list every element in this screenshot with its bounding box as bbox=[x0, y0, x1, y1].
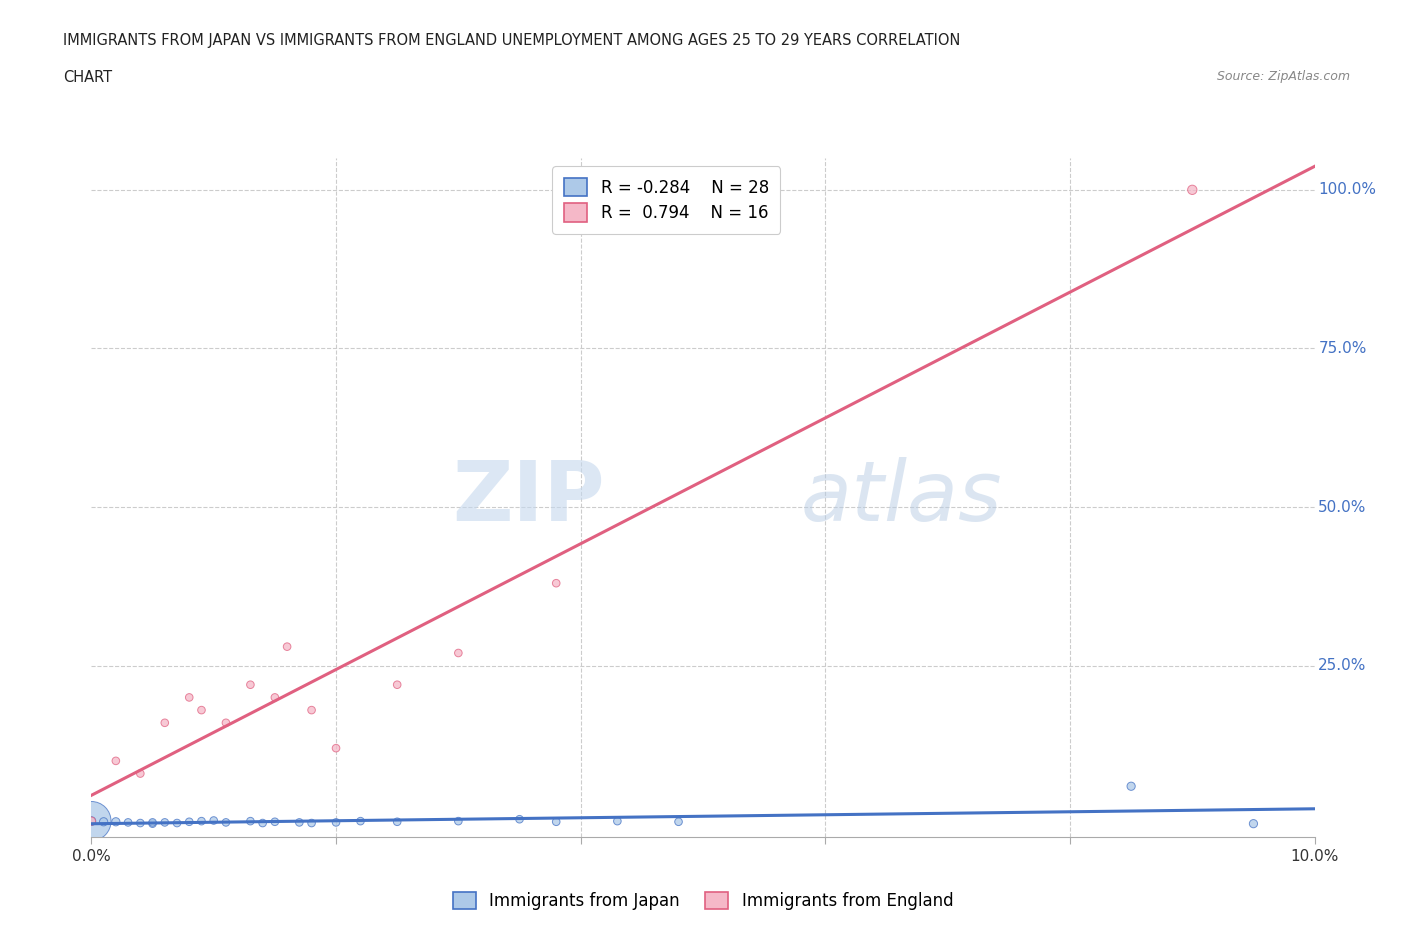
Point bbox=[1243, 817, 1265, 831]
Point bbox=[80, 814, 103, 829]
Legend: R = -0.284    N = 28, R =  0.794    N = 16: R = -0.284 N = 28, R = 0.794 N = 16 bbox=[553, 166, 780, 233]
Text: 100.0%: 100.0% bbox=[1319, 182, 1376, 197]
Point bbox=[325, 815, 347, 830]
Point bbox=[325, 740, 347, 755]
Point bbox=[546, 815, 568, 830]
Point bbox=[166, 816, 188, 830]
Point bbox=[93, 815, 115, 830]
Point bbox=[104, 753, 127, 768]
Text: 50.0%: 50.0% bbox=[1319, 499, 1367, 514]
Point bbox=[117, 815, 139, 830]
Point bbox=[385, 815, 409, 830]
Point bbox=[606, 814, 628, 829]
Point bbox=[264, 690, 287, 705]
Point bbox=[129, 816, 152, 830]
Text: ZIP: ZIP bbox=[453, 457, 605, 538]
Point bbox=[1181, 182, 1204, 197]
Point bbox=[668, 815, 690, 830]
Point bbox=[153, 815, 176, 830]
Point bbox=[153, 715, 176, 730]
Point bbox=[546, 576, 568, 591]
Point bbox=[276, 639, 298, 654]
Point bbox=[264, 815, 287, 830]
Point bbox=[252, 816, 274, 830]
Point bbox=[80, 814, 103, 829]
Point bbox=[104, 815, 127, 830]
Point bbox=[239, 814, 262, 829]
Text: 75.0%: 75.0% bbox=[1319, 341, 1367, 356]
Point bbox=[190, 814, 212, 829]
Point bbox=[215, 815, 238, 830]
Point bbox=[215, 715, 238, 730]
Point bbox=[179, 815, 201, 830]
Point bbox=[1121, 778, 1143, 793]
Point bbox=[239, 677, 262, 692]
Point bbox=[129, 766, 152, 781]
Legend: Immigrants from Japan, Immigrants from England: Immigrants from Japan, Immigrants from E… bbox=[446, 885, 960, 917]
Text: atlas: atlas bbox=[801, 457, 1002, 538]
Point bbox=[141, 817, 163, 831]
Point bbox=[301, 816, 323, 830]
Text: 25.0%: 25.0% bbox=[1319, 658, 1367, 673]
Text: CHART: CHART bbox=[63, 70, 112, 85]
Point bbox=[202, 813, 225, 828]
Point bbox=[447, 814, 470, 829]
Text: Source: ZipAtlas.com: Source: ZipAtlas.com bbox=[1216, 70, 1350, 83]
Point bbox=[509, 812, 531, 827]
Point bbox=[385, 677, 409, 692]
Point bbox=[288, 815, 311, 830]
Text: IMMIGRANTS FROM JAPAN VS IMMIGRANTS FROM ENGLAND UNEMPLOYMENT AMONG AGES 25 TO 2: IMMIGRANTS FROM JAPAN VS IMMIGRANTS FROM… bbox=[63, 33, 960, 47]
Point bbox=[447, 645, 470, 660]
Point bbox=[141, 815, 163, 830]
Point bbox=[301, 703, 323, 718]
Point bbox=[190, 703, 212, 718]
Point bbox=[80, 814, 103, 829]
Point bbox=[179, 690, 201, 705]
Point bbox=[349, 814, 371, 829]
